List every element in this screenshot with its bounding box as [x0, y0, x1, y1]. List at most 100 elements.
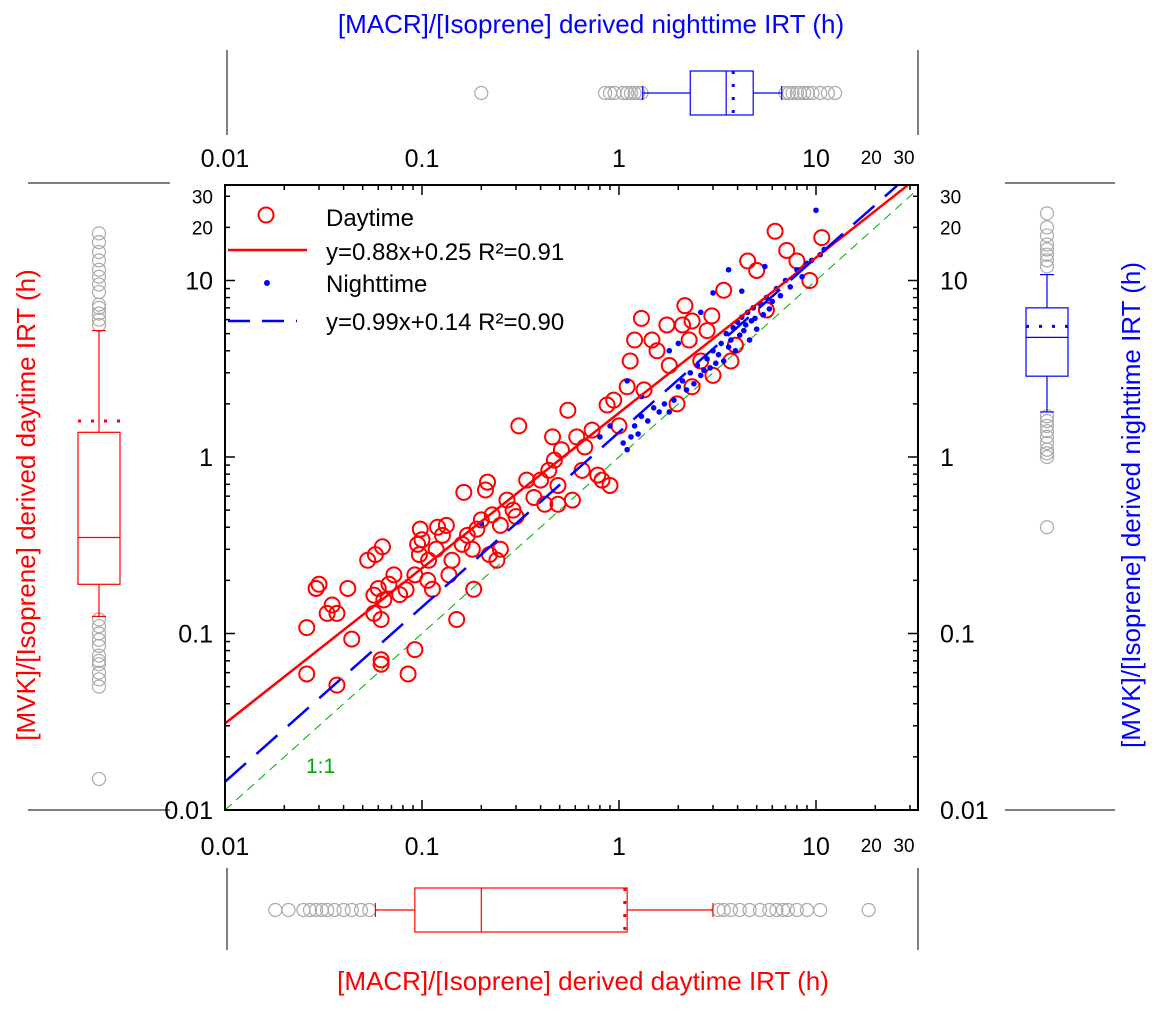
nighttime-point: [799, 273, 805, 280]
boxplot-outlier: [91, 312, 107, 327]
daytime-point: [465, 580, 483, 598]
x-tick-label-bottom: 10: [802, 833, 830, 861]
nighttime-point: [661, 401, 668, 407]
boxplot-outlier: [813, 902, 828, 918]
daytime-point: [632, 309, 650, 327]
nighttime-point: [691, 380, 697, 387]
boxplot-outlier: [320, 902, 335, 918]
boxplot-outlier: [716, 902, 731, 918]
boxplot-outlier: [327, 902, 342, 918]
x-tick-label-top: 20: [861, 148, 882, 169]
y-tick-label-left: 0.1: [178, 621, 213, 649]
nighttime-point: [644, 418, 651, 424]
boxplot-outlier: [1039, 242, 1055, 257]
daytime-point: [339, 579, 357, 597]
boxplot-outlier: [762, 902, 777, 918]
top-boxplot-macr-nighttime: [474, 70, 843, 116]
nighttime-point: [694, 362, 701, 369]
boxplot-outlier: [827, 85, 843, 101]
legend-daytime-marker: [257, 206, 275, 224]
boxplot-outlier: [1039, 449, 1055, 465]
nighttime-point: [704, 356, 710, 362]
right-boxplot-mvk-nighttime: [1025, 206, 1069, 535]
nighttime-point: [624, 378, 630, 384]
daytime-point: [715, 281, 733, 299]
boxplot-outlier: [820, 85, 836, 101]
daytime-point: [576, 438, 594, 456]
daytime-point: [318, 604, 336, 622]
boxplot-outlier: [91, 269, 107, 284]
daytime-point: [676, 297, 694, 315]
y-tick-label-right: 1: [940, 444, 954, 472]
nighttime-point: [715, 351, 722, 358]
boxplot-outlier: [1039, 228, 1055, 243]
daytime-point: [601, 476, 619, 494]
boxplot-outlier: [723, 902, 739, 918]
boxplot-outlier: [1039, 247, 1055, 262]
nighttime-point: [738, 288, 745, 294]
boxplot-outlier: [91, 284, 107, 300]
x-tick-label-bottom: 1: [612, 833, 626, 861]
nighttime-point: [666, 409, 673, 415]
boxplot-outlier: [302, 902, 318, 918]
daytime-point: [683, 312, 701, 330]
boxplot-outlier: [91, 665, 107, 680]
x-tick-label-bottom: 30: [893, 836, 914, 857]
bottom-axis-title: [MACR]/[Isoprene] derived daytime IRT (h…: [337, 966, 829, 996]
daytime-point: [372, 655, 390, 673]
daytime-point: [419, 571, 437, 589]
boxplot-outlier: [336, 902, 351, 918]
daytime-point: [801, 272, 819, 289]
x-tick-label-bottom: 0.01: [201, 833, 250, 861]
nighttime-point: [675, 340, 682, 347]
nighttime-point: [720, 358, 727, 364]
daytime-point: [673, 316, 691, 334]
boxplot-outlier: [91, 235, 107, 250]
boxplot-outlier: [620, 85, 635, 101]
y-tick-label-left: 1: [199, 444, 213, 472]
y-tick-label-left: 30: [192, 187, 213, 208]
legend-daytime-label: Daytime: [326, 205, 414, 232]
nighttime-fit-line: [225, 185, 900, 783]
nighttime-point: [666, 347, 673, 354]
boxplot-outlier: [742, 902, 757, 918]
boxplot-outlier: [362, 902, 377, 918]
legend-nighttime-marker: [264, 280, 270, 286]
nighttime-point: [607, 423, 613, 429]
daytime-point: [559, 401, 577, 419]
boxplot-outlier: [91, 657, 107, 672]
daytime-point: [680, 331, 698, 349]
daytime-point: [621, 352, 639, 370]
daytime-point: [491, 540, 509, 558]
nighttime-point: [813, 207, 819, 214]
boxplot-outlier: [281, 902, 296, 918]
boxplot-outlier: [91, 648, 107, 663]
daytime-point: [298, 665, 316, 683]
y-tick-label-left: 0.01: [164, 797, 213, 825]
x-tick-label-top: 10: [802, 145, 830, 173]
top-axis-title: [MACR]/[Isoprene] derived nighttime IRT …: [338, 9, 844, 39]
nighttime-point: [671, 397, 677, 403]
x-tick-label-bottom: 20: [861, 836, 882, 857]
daytime-point: [605, 391, 623, 409]
daytime-point: [413, 531, 431, 549]
boxplot-outlier: [789, 902, 805, 918]
daytime-point: [423, 580, 441, 598]
daytime-point: [683, 378, 701, 396]
daytime-point: [385, 566, 403, 584]
nighttime-point: [675, 383, 682, 390]
one-to-one-line: [225, 188, 918, 810]
daytime-point: [323, 596, 341, 614]
y-tick-label-left: 10: [185, 268, 213, 296]
nighttime-point: [736, 332, 743, 338]
daytime-point: [411, 520, 429, 538]
boxplot-outlier: [91, 771, 107, 787]
daytime-point: [658, 316, 676, 334]
daytime-point: [626, 331, 644, 349]
daytime-point: [372, 611, 390, 629]
boxplot-outlier: [813, 85, 828, 101]
boxplot-outlier: [732, 902, 747, 918]
boxplot-outlier: [616, 85, 631, 101]
nighttime-point: [635, 431, 641, 437]
daytime-point: [540, 461, 558, 479]
